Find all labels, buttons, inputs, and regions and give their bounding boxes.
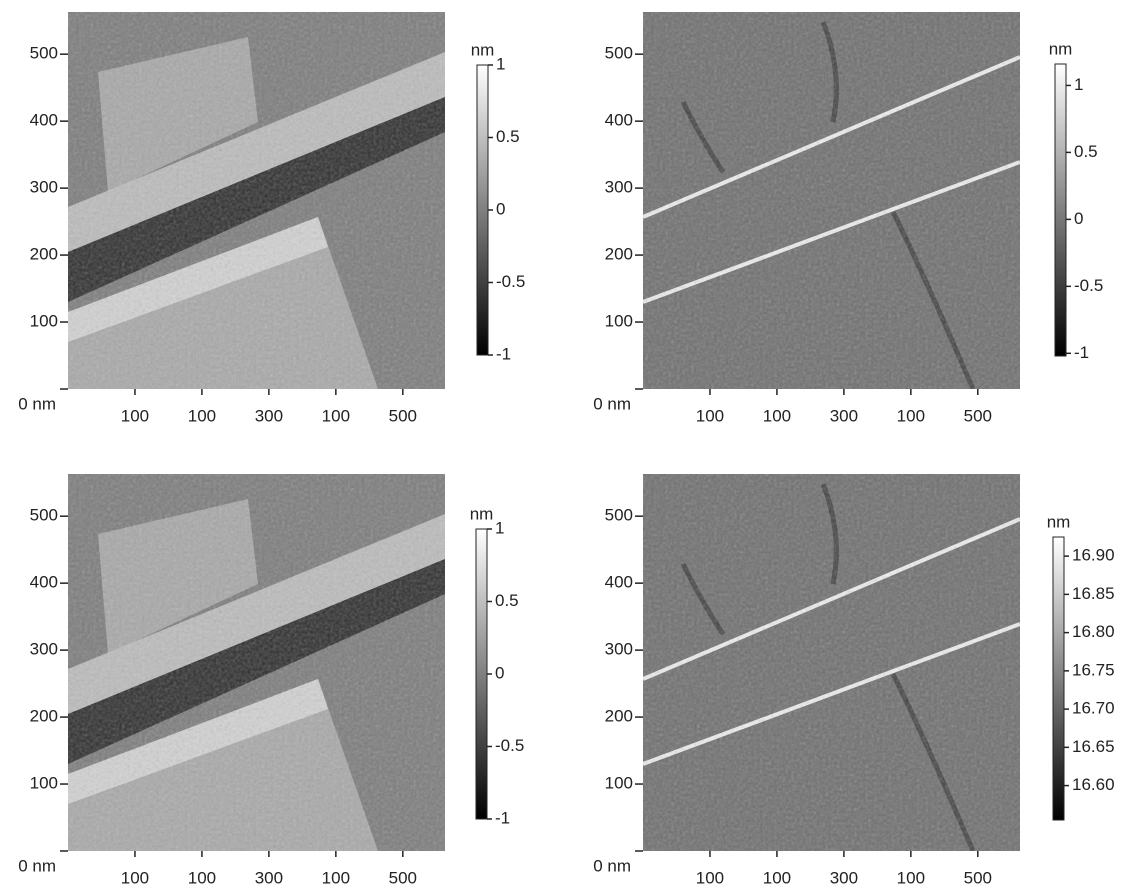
y-tick-label: 300 (30, 640, 58, 659)
y-tick-label: 0 nm (18, 394, 56, 413)
y-tick-label: 100 (605, 774, 633, 793)
colorbar-tick-label: 1 (1074, 75, 1083, 94)
x-tick-label: 300 (830, 406, 858, 425)
afm-image (68, 474, 445, 851)
afm-image (643, 12, 1020, 389)
x-tick-label: 500 (964, 868, 992, 887)
colorbar-tick-label: -1 (496, 344, 511, 363)
colorbar-tick-label: -1 (495, 808, 510, 827)
y-tick-label: 300 (605, 178, 633, 197)
y-tick-label: 500 (605, 506, 633, 525)
x-tick-label: 100 (696, 868, 724, 887)
y-tick-label: 500 (605, 44, 633, 63)
y-tick-label: 300 (30, 178, 58, 197)
colorbar-tick-label: 16.60 (1072, 775, 1115, 794)
colorbar-tick-label: 16.75 (1072, 660, 1115, 679)
y-tick-label: 400 (605, 111, 633, 130)
y-tick-label: 100 (605, 312, 633, 331)
colorbar-tick-label: -0.5 (495, 736, 524, 755)
y-tick-label: 0 nm (593, 856, 631, 875)
afm-image (643, 474, 1020, 851)
afm-image (68, 12, 445, 389)
y-tick-label: 0 nm (593, 394, 631, 413)
x-tick-label: 500 (389, 868, 417, 887)
colorbar-tick-label: 16.65 (1072, 737, 1115, 756)
y-tick-label: 300 (605, 640, 633, 659)
colorbar-tick-label: 1 (496, 54, 505, 73)
x-tick-label: 300 (255, 868, 283, 887)
colorbar-label: nm (470, 504, 494, 523)
colorbar-tick-label: -1 (1074, 343, 1089, 362)
colorbar-tick-label: -0.5 (496, 272, 525, 291)
x-tick-label: 300 (255, 406, 283, 425)
colorbar-tick-label: 0 (1074, 209, 1083, 228)
colorbar-tick-label: 16.70 (1072, 699, 1115, 718)
figure: 0 nm100200300400500100100300100500nm-1-0… (0, 0, 1123, 888)
colorbar-tick-label: 1 (495, 518, 504, 537)
x-tick-label: 300 (830, 868, 858, 887)
x-tick-label: 100 (763, 406, 791, 425)
colorbar-label: nm (1047, 512, 1071, 531)
colorbar-label: nm (1049, 39, 1073, 58)
y-tick-label: 100 (30, 774, 58, 793)
y-tick-label: 200 (30, 245, 58, 264)
colorbar (1055, 64, 1066, 356)
y-tick-label: 100 (30, 312, 58, 331)
colorbar-tick-label: 0.5 (495, 591, 519, 610)
colorbar (476, 529, 487, 819)
x-tick-label: 100 (322, 406, 350, 425)
x-tick-label: 100 (897, 406, 925, 425)
colorbar-tick-label: 0.5 (496, 127, 520, 146)
x-tick-label: 100 (897, 868, 925, 887)
x-tick-label: 100 (763, 868, 791, 887)
colorbar-tick-label: 0.5 (1074, 142, 1098, 161)
x-tick-label: 100 (322, 868, 350, 887)
colorbar-tick-label: 16.90 (1072, 546, 1115, 565)
x-tick-label: 500 (964, 406, 992, 425)
colorbar-tick-label: 16.85 (1072, 584, 1115, 603)
colorbar-tick-label: 0 (495, 663, 504, 682)
y-tick-label: 200 (605, 707, 633, 726)
y-tick-label: 500 (30, 44, 58, 63)
x-tick-label: 100 (121, 868, 149, 887)
y-tick-label: 400 (30, 573, 58, 592)
x-tick-label: 500 (389, 406, 417, 425)
x-tick-label: 100 (121, 406, 149, 425)
x-tick-label: 100 (188, 406, 216, 425)
y-tick-label: 200 (30, 707, 58, 726)
colorbar-tick-label: 16.80 (1072, 622, 1115, 641)
colorbar-tick-label: -0.5 (1074, 276, 1103, 295)
y-tick-label: 500 (30, 506, 58, 525)
y-tick-label: 200 (605, 245, 633, 264)
colorbar (477, 65, 488, 355)
colorbar-label: nm (471, 40, 495, 59)
x-tick-label: 100 (188, 868, 216, 887)
colorbar (1053, 537, 1064, 820)
x-tick-label: 100 (696, 406, 724, 425)
y-tick-label: 400 (30, 111, 58, 130)
y-tick-label: 0 nm (18, 856, 56, 875)
colorbar-tick-label: 0 (496, 199, 505, 218)
y-tick-label: 400 (605, 573, 633, 592)
